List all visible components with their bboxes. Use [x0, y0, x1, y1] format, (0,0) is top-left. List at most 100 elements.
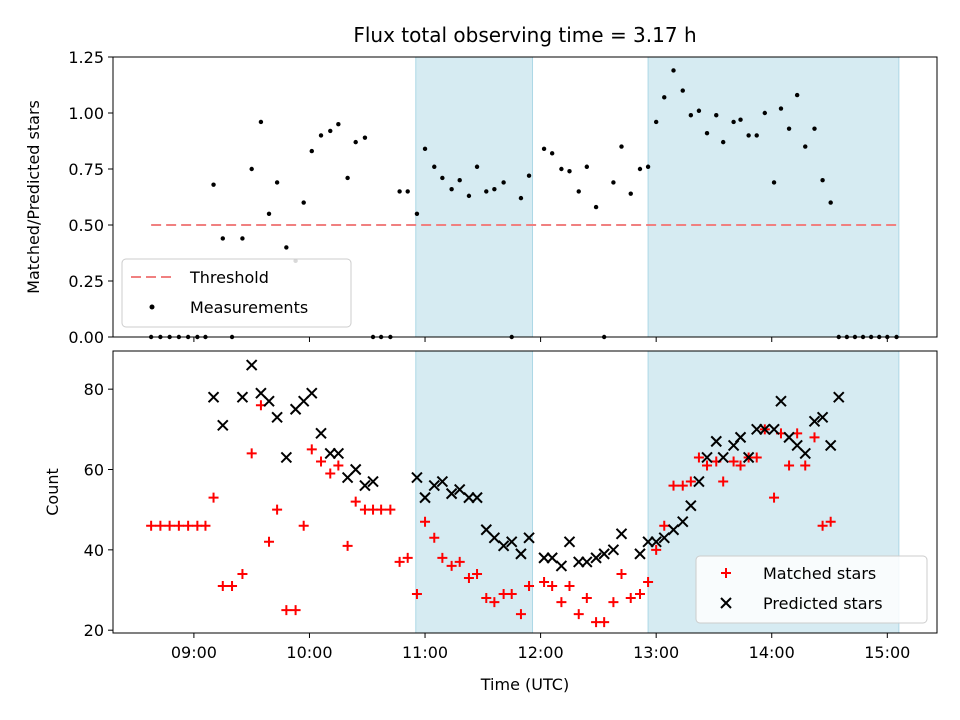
- matched-star-point: [539, 576, 550, 587]
- predicted-star-point: [824, 439, 837, 452]
- matched-star-point: [489, 597, 500, 608]
- predicted-star-point: [367, 475, 379, 488]
- predicted-star-point: [742, 451, 755, 464]
- predicted-star-point: [615, 528, 628, 540]
- matched-star-point: [227, 581, 238, 591]
- matched-star-point: [784, 460, 795, 471]
- measurement-point: [746, 133, 751, 138]
- matched-star-point: [524, 581, 535, 591]
- predicted-star-point: [315, 427, 327, 440]
- predicted-star-point: [816, 411, 829, 423]
- matched-star-point: [316, 456, 327, 467]
- bottom-y-axis-label: Count: [43, 468, 62, 516]
- y-tick-label: 0.75: [68, 160, 104, 179]
- matched-star-point: [547, 581, 558, 591]
- measurement-point: [731, 119, 736, 125]
- matched-star-point: [146, 520, 157, 531]
- measurement-point: [492, 186, 497, 192]
- measurement-point: [457, 178, 462, 183]
- top-x-ticks: [193, 337, 888, 342]
- predicted-star-point: [207, 391, 220, 403]
- matched-star-point: [376, 504, 387, 515]
- measurement-point: [803, 144, 808, 149]
- matched-star-point: [616, 568, 627, 579]
- matched-star-point: [429, 532, 440, 543]
- predicted-star-point: [555, 560, 568, 572]
- x-tick-label: 13:00: [633, 643, 679, 662]
- matched-star-point: [281, 605, 292, 616]
- top-legend: Threshold Measurements: [121, 258, 352, 328]
- predicted-star-point: [607, 544, 620, 556]
- predicted-star-point: [428, 479, 440, 492]
- predicted-star-point: [634, 548, 646, 560]
- matched-star-point: [702, 460, 713, 471]
- x-tick-label: 12:00: [518, 643, 564, 662]
- matched-star-point: [208, 492, 219, 503]
- bottom-axes-frame: [112, 350, 938, 634]
- measurement-point: [249, 166, 254, 172]
- measurement-point: [653, 119, 659, 125]
- matched-star-point: [183, 520, 194, 531]
- matched-star-point: [385, 504, 396, 515]
- measurement-point: [466, 193, 472, 199]
- predicted-star-point: [581, 556, 593, 568]
- measurement-point: [336, 122, 341, 127]
- predicted-star-point: [349, 463, 362, 476]
- matched-star-point: [659, 520, 670, 531]
- measurement-point: [484, 189, 489, 194]
- measurement-point: [474, 164, 480, 169]
- legend-matched-label: Matched stars: [763, 564, 876, 583]
- matched-star-point: [809, 432, 820, 443]
- measurement-point: [567, 169, 572, 174]
- predicted-star-point: [280, 451, 293, 464]
- predicted-star-point: [217, 419, 229, 432]
- y-tick-label: 20: [84, 621, 104, 640]
- predicted-star-point: [677, 516, 689, 528]
- measurement-point: [671, 68, 676, 73]
- y-tick-label: 0.50: [68, 216, 104, 235]
- matched-star-point: [625, 593, 636, 604]
- matched-star-point: [769, 492, 780, 503]
- predicted-star-point: [523, 532, 535, 544]
- predicted-star-point: [701, 451, 713, 464]
- measurement-point: [405, 189, 410, 194]
- matched-star-point: [481, 593, 492, 604]
- legend-threshold-label: Threshold: [189, 268, 269, 287]
- matched-star-point: [651, 544, 662, 555]
- predicted-star-point: [693, 475, 705, 488]
- matched-star-point: [751, 452, 762, 463]
- predicted-star-point: [667, 524, 680, 536]
- matched-star-point: [446, 560, 457, 571]
- predicted-star-point: [717, 451, 729, 464]
- measurement-point: [220, 236, 225, 241]
- matched-star-point: [217, 581, 228, 591]
- matched-star-point: [735, 460, 746, 471]
- top-y-axis-label: Matched/Predicted stars: [24, 100, 43, 294]
- predicted-star-point: [538, 552, 550, 564]
- measurement-point: [559, 166, 564, 172]
- y-tick-label: 0.00: [68, 328, 104, 347]
- measurement-point: [266, 211, 272, 216]
- y-tick-label: 60: [84, 461, 104, 480]
- measurement-point: [762, 110, 768, 116]
- bottom-predicted-points: [207, 359, 845, 572]
- matched-star-point: [420, 516, 431, 527]
- top-panel: 0.00 0.25 0.50 0.75 1.00 1.25 Flux total obse…: [24, 23, 938, 347]
- predicted-star-point: [759, 423, 771, 436]
- top-axes-frame: [112, 56, 938, 338]
- predicted-star-point: [734, 431, 747, 444]
- measurement-point: [771, 180, 777, 185]
- matched-star-point: [800, 460, 811, 471]
- measurement-point: [422, 146, 428, 152]
- matched-star-point: [634, 589, 645, 600]
- matched-star-point: [164, 520, 175, 531]
- measurement-point: [645, 164, 651, 169]
- x-tick-label: 14:00: [749, 643, 795, 662]
- top-chart-title: Flux total observing time = 3.17 h: [353, 23, 696, 47]
- legend-predicted-label: Predicted stars: [763, 594, 883, 613]
- y-tick-label: 40: [84, 541, 104, 560]
- matched-star-point: [581, 593, 592, 604]
- shaded-region: [415, 56, 534, 338]
- matched-star-point: [394, 556, 405, 567]
